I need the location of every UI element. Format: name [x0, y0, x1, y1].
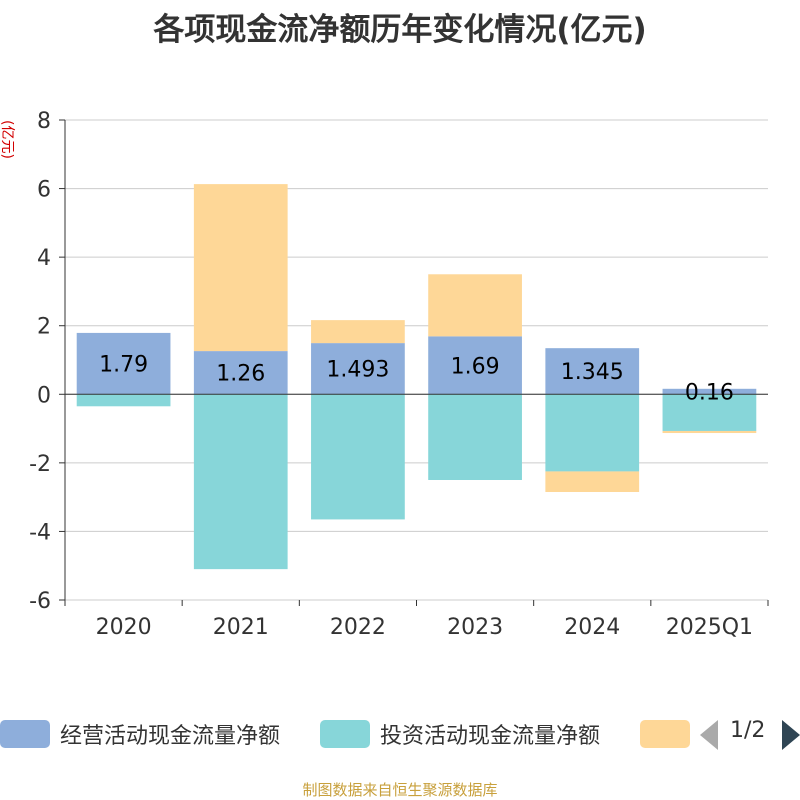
legend-item-operating[interactable]: 经营活动现金流量净额 — [0, 716, 280, 752]
y-tick-label: 6 — [37, 178, 51, 203]
bar-series-1 — [311, 394, 405, 520]
bar-series-0 — [76, 332, 171, 395]
x-tick-label: 2022 — [330, 615, 386, 640]
bar-series-2 — [545, 471, 640, 492]
y-tick-label: -2 — [29, 452, 51, 477]
bar-series-2 — [428, 274, 522, 337]
bar-series-0 — [193, 351, 288, 395]
bar-series-2 — [311, 320, 405, 344]
bar-series-1 — [76, 394, 171, 407]
bar-series-1 — [545, 394, 640, 472]
bar-data-label: 1.493 — [326, 358, 389, 383]
bar-series-0 — [545, 348, 640, 395]
bar-series-2 — [662, 430, 757, 434]
legend: 经营活动现金流量净额 投资活动现金流量净额 — [0, 716, 800, 752]
y-tick-label: -4 — [29, 520, 51, 545]
data-source-note: 制图数据来自恒生聚源数据库 — [302, 781, 498, 799]
bar-series-0 — [311, 343, 405, 395]
bar-series-1 — [193, 394, 288, 570]
bar-data-label: 0.16 — [685, 381, 734, 406]
x-tick-label: 2023 — [447, 615, 503, 640]
y-tick-label: -6 — [29, 589, 51, 614]
legend-label-investing: 投资活动现金流量净额 — [380, 724, 601, 749]
legend-swatch-operating — [0, 720, 50, 748]
bar-series-1 — [428, 394, 522, 480]
legend-prev-page-icon[interactable] — [700, 720, 718, 750]
legend-swatch-financing — [640, 720, 690, 748]
legend-item-investing[interactable]: 投资活动现金流量净额 — [320, 716, 600, 752]
x-tick-label: 2024 — [564, 615, 620, 640]
x-tick-label: 2021 — [213, 615, 269, 640]
bar-series-1 — [662, 394, 757, 431]
bar-data-label: 1.345 — [561, 360, 624, 385]
legend-swatch-investing — [320, 720, 370, 748]
bar-data-label: 1.26 — [216, 362, 265, 387]
bar-series-2 — [193, 184, 288, 352]
x-tick-label: 2020 — [96, 615, 152, 640]
bar-data-label: 1.79 — [99, 353, 148, 378]
bar-data-label: 1.69 — [451, 354, 500, 379]
y-tick-label: 2 — [37, 315, 51, 340]
legend-page-indicator: 1/2 — [730, 718, 766, 743]
bar-series-0 — [662, 388, 757, 395]
y-tick-label: 4 — [37, 246, 51, 271]
chart-title: 各项现金流净额历年变化情况(亿元) — [153, 12, 647, 48]
x-tick-label: 2025Q1 — [666, 615, 753, 640]
chart-plot-area: -6 -4 -2 0 2 4 6 8 2020 2021 2022 2023 2024 2025Q1 1.… — [29, 109, 769, 640]
y-tick-label: 0 — [37, 383, 51, 408]
bar-series-0 — [428, 336, 522, 395]
legend-label-operating: 经营活动现金流量净额 — [60, 724, 281, 749]
legend-item-financing[interactable] — [640, 716, 700, 752]
y-tick-label: 8 — [37, 109, 51, 134]
legend-next-page-icon[interactable] — [782, 720, 800, 750]
